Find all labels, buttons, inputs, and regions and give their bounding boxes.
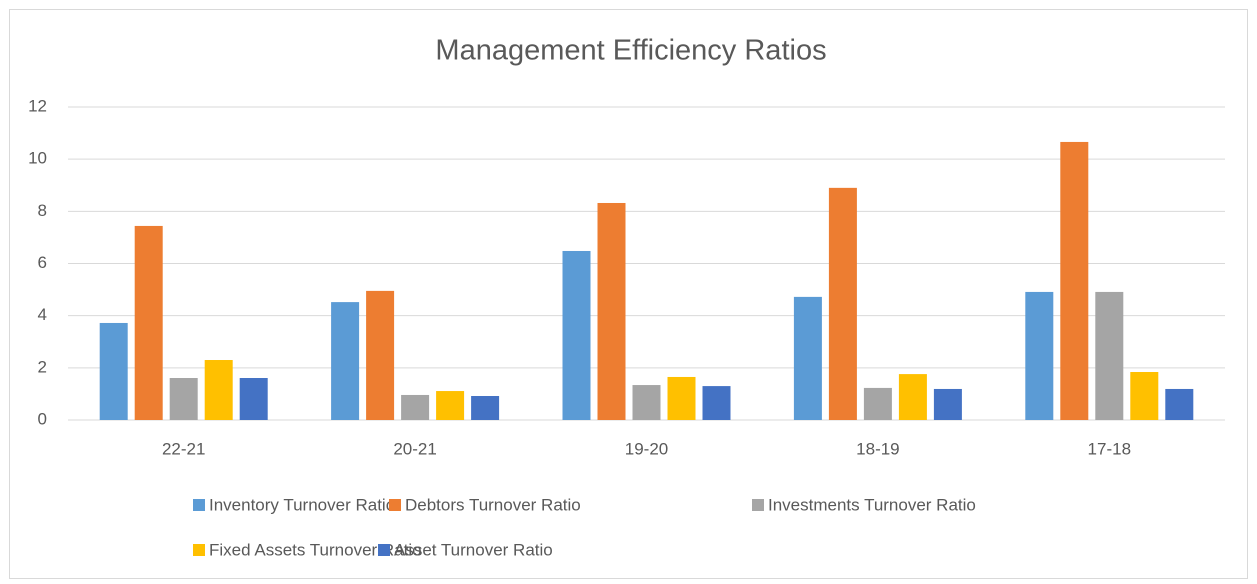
legend-swatch [378, 544, 390, 556]
bar [1025, 291, 1054, 420]
y-tick-label: 2 [38, 357, 47, 376]
x-tick-label: 18-19 [856, 439, 899, 458]
chart-title: Management Efficiency Ratios [435, 35, 826, 67]
bar [99, 322, 128, 420]
y-tick-label: 6 [38, 253, 47, 272]
y-tick-label: 8 [38, 201, 47, 220]
legend-swatch [193, 499, 205, 511]
bar [667, 376, 696, 420]
x-tick-label: 20-21 [393, 439, 436, 458]
bar [331, 302, 360, 420]
x-tick-label: 22-21 [162, 439, 205, 458]
bar [134, 225, 163, 420]
legend-label: Investments Turnover Ratio [768, 495, 976, 514]
legend-label: Fixed Assets Turnover Ratio [209, 540, 422, 559]
bar [702, 386, 731, 420]
legend-label: Asset Turnover Ratio [394, 540, 553, 559]
bar [471, 396, 500, 420]
bar [562, 250, 591, 420]
bar [366, 290, 395, 420]
bar [204, 360, 233, 420]
y-tick-label: 4 [38, 305, 47, 324]
legend-swatch [752, 499, 764, 511]
x-tick-label: 17-18 [1088, 439, 1131, 458]
bar [169, 378, 198, 420]
legend-swatch [389, 499, 401, 511]
bar [632, 385, 661, 420]
bar [828, 187, 857, 420]
bar [1165, 388, 1194, 420]
y-tick-label: 10 [28, 149, 47, 168]
bar [1060, 141, 1089, 420]
bar [239, 378, 268, 420]
x-tick-label: 19-20 [625, 439, 668, 458]
bar [1095, 291, 1124, 420]
bar [898, 374, 927, 420]
bar [933, 388, 962, 420]
y-tick-label: 12 [28, 96, 47, 115]
bar [436, 391, 465, 420]
bar [401, 394, 430, 420]
legend-swatch [193, 544, 205, 556]
bar [863, 387, 892, 420]
legend-label: Inventory Turnover Ratio [209, 495, 395, 514]
legend-label: Debtors Turnover Ratio [405, 495, 581, 514]
bar [793, 296, 822, 420]
y-tick-label: 0 [38, 409, 47, 428]
bar [597, 202, 626, 420]
bar [1130, 372, 1159, 420]
